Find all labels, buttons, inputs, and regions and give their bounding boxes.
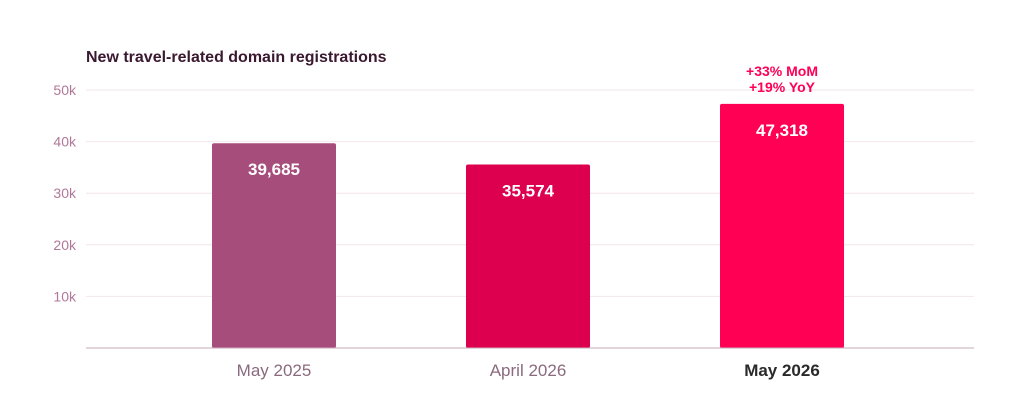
bar-value-label: 39,685 xyxy=(248,160,300,179)
y-tick-label: 10k xyxy=(53,288,77,304)
chart-title: New travel-related domain registrations xyxy=(86,49,387,66)
y-tick-label: 50k xyxy=(53,82,77,98)
y-tick-label: 40k xyxy=(53,134,77,150)
y-axis: 10k 20k 30k 40k 50k xyxy=(53,82,77,304)
annotation-line: +19% YoY xyxy=(749,79,816,95)
bar xyxy=(720,103,844,349)
x-axis: May 2025 April 2026 May 2026 xyxy=(237,361,820,380)
y-tick-label: 30k xyxy=(53,185,77,201)
y-tick-label: 20k xyxy=(53,237,77,253)
x-tick-label: April 2026 xyxy=(490,361,567,380)
bar-value-label: 47,318 xyxy=(756,121,808,140)
x-tick-label: May 2025 xyxy=(237,361,312,380)
bar-value-label: 35,574 xyxy=(502,181,555,200)
bar xyxy=(212,143,336,348)
bar xyxy=(466,164,590,348)
annotation-line: +33% MoM xyxy=(746,63,818,79)
x-tick-label: May 2026 xyxy=(744,361,820,380)
bars: 39,685 35,574 47,318 xyxy=(212,103,844,349)
annotation: +33% MoM+19% YoY xyxy=(746,63,818,95)
